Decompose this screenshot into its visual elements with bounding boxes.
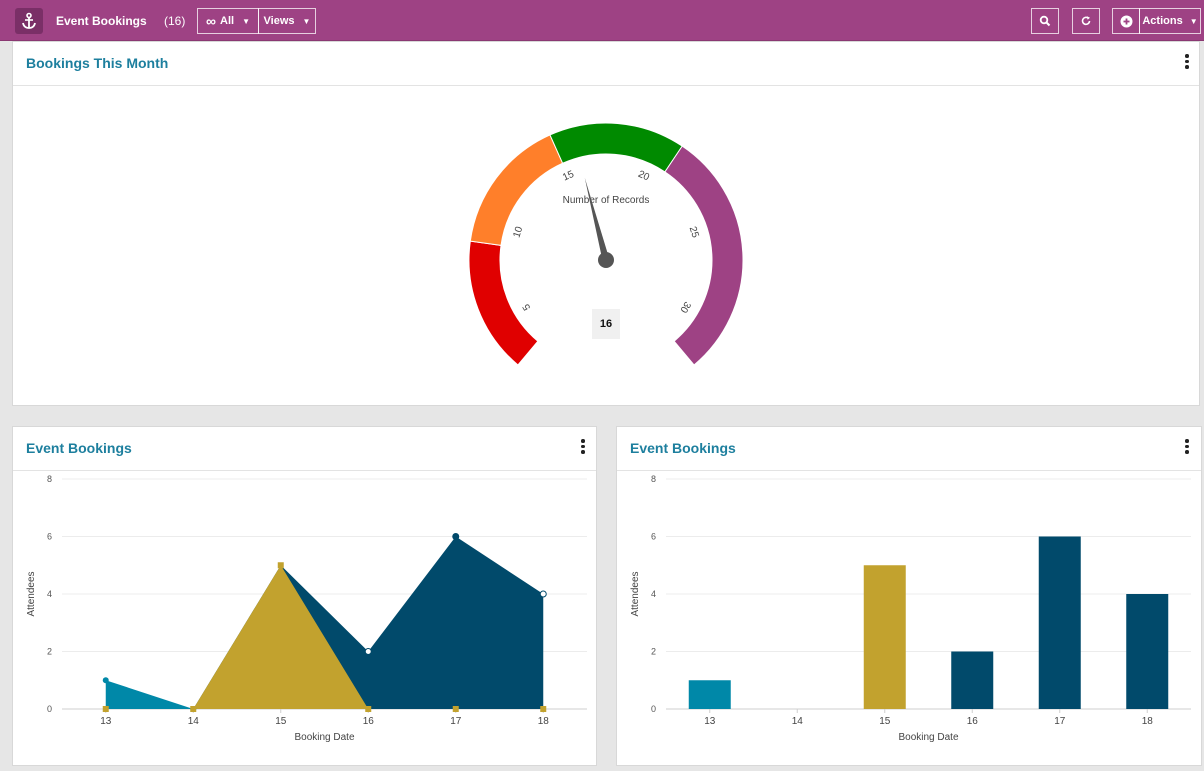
gauge-center-label: Number of Records xyxy=(563,195,650,206)
gauge-tick-label: 20 xyxy=(636,169,651,184)
gauge-band-3 xyxy=(664,145,744,366)
more-options-icon[interactable] xyxy=(1184,54,1190,72)
views-dropdown[interactable]: Views ▼ xyxy=(258,8,316,34)
x-tick-label: 15 xyxy=(879,716,891,727)
gauge-panel: Bookings This Month 5 10 15 20 25 30 Number of… xyxy=(12,41,1200,406)
gauge-chart: 5 10 15 20 25 30 Number of Records xyxy=(468,122,744,366)
views-label: Views xyxy=(263,15,295,27)
record-count: (16) xyxy=(164,14,186,28)
x-tick-label: 16 xyxy=(967,716,979,727)
gauge-tick-label: 15 xyxy=(561,169,576,184)
y-tick-label: 4 xyxy=(651,589,656,599)
anchor-icon[interactable] xyxy=(15,8,43,34)
bar-panel-title: Event Bookings xyxy=(630,440,736,456)
add-button[interactable] xyxy=(1112,8,1140,34)
all-filter-label: All xyxy=(220,15,235,27)
x-tick-label: 17 xyxy=(450,716,462,727)
y-tick-label: 4 xyxy=(47,589,52,599)
chevron-down-icon: ▼ xyxy=(242,16,250,26)
gauge-band-2 xyxy=(549,122,683,173)
teal-data-point xyxy=(102,677,109,684)
x-tick-label: 16 xyxy=(363,716,375,727)
gold-data-point xyxy=(277,562,284,569)
all-filter-dropdown[interactable]: ∞ All ▼ xyxy=(197,8,259,34)
y-axis-title: Attendees xyxy=(630,571,641,616)
gold-data-point xyxy=(102,706,109,712)
chevron-down-icon: ▼ xyxy=(1189,16,1198,26)
refresh-button[interactable] xyxy=(1072,8,1100,34)
y-tick-label: 0 xyxy=(651,704,656,714)
y-tick-label: 6 xyxy=(651,532,656,542)
x-tick-label: 15 xyxy=(275,716,287,727)
y-tick-label: 8 xyxy=(47,474,52,484)
actions-label: Actions xyxy=(1142,15,1183,27)
navy-data-point xyxy=(539,590,547,598)
area-chart-panel: Event Bookings 0 2 4 6 8 13 14 15 16 17 18 Booking … xyxy=(12,426,597,766)
gauge-tick-label: 25 xyxy=(687,225,701,239)
x-axis-title: Booking Date xyxy=(294,732,354,743)
gauge-needle xyxy=(584,177,610,261)
y-tick-label: 8 xyxy=(651,474,656,484)
chevron-down-icon: ▼ xyxy=(302,16,311,26)
top-bar: Event Bookings (16) ∞ All ▼ Views ▼ Acti… xyxy=(0,0,1204,41)
bar-15 xyxy=(863,565,906,709)
gold-series-area xyxy=(105,565,544,709)
x-tick-label: 14 xyxy=(792,716,804,727)
plus-circle-icon xyxy=(1120,15,1132,27)
more-options-icon[interactable] xyxy=(1184,439,1190,457)
x-tick-label: 18 xyxy=(538,716,550,727)
navy-data-point xyxy=(452,533,460,540)
page-title: Event Bookings xyxy=(56,14,147,28)
gauge-tick-label: 30 xyxy=(677,299,692,315)
teal-series-area xyxy=(105,680,544,709)
navy-data-point xyxy=(364,648,372,655)
gauge-tick-label: 5 xyxy=(521,301,534,312)
y-tick-label: 0 xyxy=(47,704,52,714)
x-axis-title: Booking Date xyxy=(898,732,958,743)
gold-data-point xyxy=(365,706,372,712)
y-tick-label: 2 xyxy=(651,647,656,657)
bar-18 xyxy=(1126,594,1169,709)
search-button[interactable] xyxy=(1031,8,1059,34)
y-axis-title: Attendees xyxy=(26,571,37,616)
refresh-icon xyxy=(1081,16,1091,26)
area-chart: 0 2 4 6 8 13 14 15 16 17 18 Booking Date Attendees xyxy=(26,474,587,743)
gauge-tick-label: 10 xyxy=(512,225,526,239)
more-options-icon[interactable] xyxy=(580,439,586,457)
gold-data-point xyxy=(452,706,459,712)
y-tick-label: 2 xyxy=(47,647,52,657)
gauge-needle-pivot xyxy=(598,252,614,268)
search-icon xyxy=(1039,15,1051,27)
gauge-band-0 xyxy=(468,240,539,366)
gauge-panel-header: Bookings This Month xyxy=(13,42,1199,86)
bar-chart: 0 2 4 6 8 13 14 15 16 17 18 Booking Date Attendees xyxy=(630,474,1191,743)
area-panel-title: Event Bookings xyxy=(26,440,132,456)
actions-dropdown[interactable]: Actions ▼ xyxy=(1139,8,1201,34)
gauge-value-label: 16 xyxy=(592,309,620,339)
bar-16 xyxy=(951,651,994,709)
gauge-panel-title: Bookings This Month xyxy=(26,55,169,71)
gold-data-point xyxy=(190,706,197,712)
gold-data-point xyxy=(540,706,547,712)
infinity-icon: ∞ xyxy=(206,13,216,29)
bar-chart-panel: Event Bookings 0 2 4 6 8 13 14 15 16 17 18 Booking … xyxy=(616,426,1202,766)
bar-17 xyxy=(1038,536,1081,709)
area-panel-header: Event Bookings xyxy=(13,427,596,471)
bar-13 xyxy=(688,680,731,709)
x-tick-label: 13 xyxy=(704,716,716,727)
x-tick-label: 18 xyxy=(1142,716,1154,727)
navy-series-area xyxy=(105,536,544,709)
x-tick-label: 13 xyxy=(100,716,112,727)
y-tick-label: 6 xyxy=(47,532,52,542)
x-tick-label: 17 xyxy=(1054,716,1066,727)
x-tick-label: 14 xyxy=(188,716,200,727)
bar-panel-header: Event Bookings xyxy=(617,427,1201,471)
